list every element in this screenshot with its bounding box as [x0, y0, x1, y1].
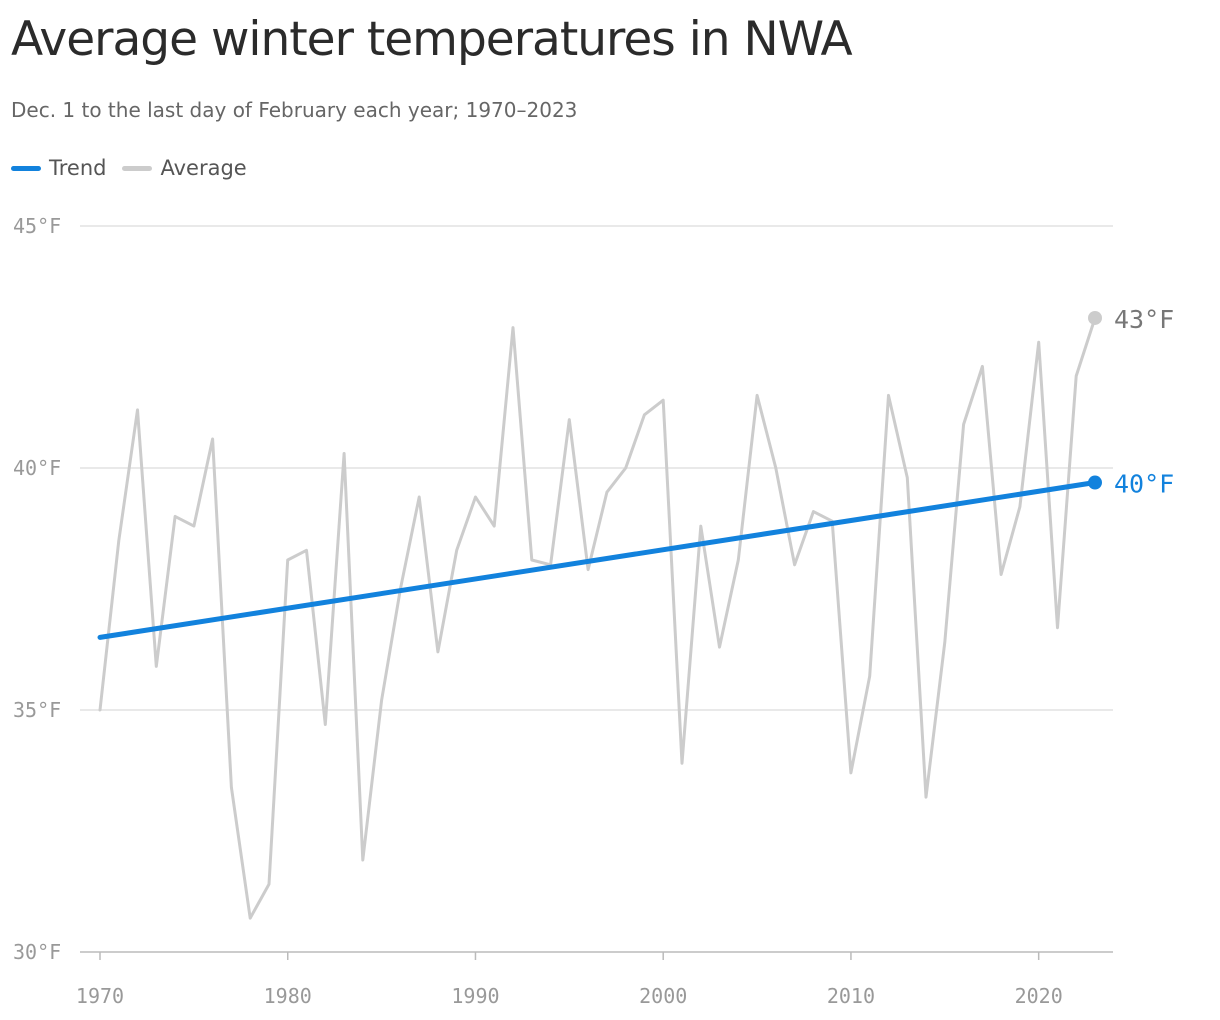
x-tick-label: 1980	[264, 984, 312, 1008]
end-label-average: 43°F	[1114, 305, 1174, 334]
end-point-trend	[1088, 475, 1102, 490]
legend-swatch-average	[122, 165, 153, 171]
chart-title: Average winter temperatures in NWA	[11, 12, 853, 67]
y-tick-label: 35°F	[13, 698, 61, 722]
y-tick-label: 40°F	[13, 456, 61, 480]
legend-label-trend: Trend	[49, 156, 107, 180]
x-tick-label: 1990	[451, 984, 499, 1008]
x-tick-label: 1970	[76, 984, 124, 1008]
end-label-trend: 40°F	[1114, 470, 1174, 499]
y-axis-ticks: 30°F 35°F 40°F 45°F	[13, 214, 61, 964]
series-line-trend	[97, 480, 1098, 640]
series-lines	[97, 316, 1098, 920]
x-tick-label: 2010	[827, 984, 875, 1008]
gridlines	[80, 225, 1113, 953]
x-tick-label: 2020	[1015, 984, 1063, 1008]
legend-label-average: Average	[160, 156, 247, 180]
legend: Trend Average	[11, 156, 263, 180]
x-axis-ticks: 1970 1980 1990 2000 2010 2020	[76, 952, 1063, 1008]
x-tick-label: 2000	[639, 984, 687, 1008]
chart-subtitle: Dec. 1 to the last day of February each …	[11, 98, 578, 122]
end-markers: 43°F 40°F	[1088, 305, 1174, 499]
legend-swatch-trend	[11, 165, 41, 171]
end-point-average	[1088, 310, 1102, 325]
legend-item-average: Average	[122, 156, 247, 180]
series-line-average	[98, 316, 1097, 920]
y-tick-label: 45°F	[13, 214, 61, 238]
y-tick-label: 30°F	[13, 940, 61, 964]
legend-item-trend: Trend	[11, 156, 106, 180]
